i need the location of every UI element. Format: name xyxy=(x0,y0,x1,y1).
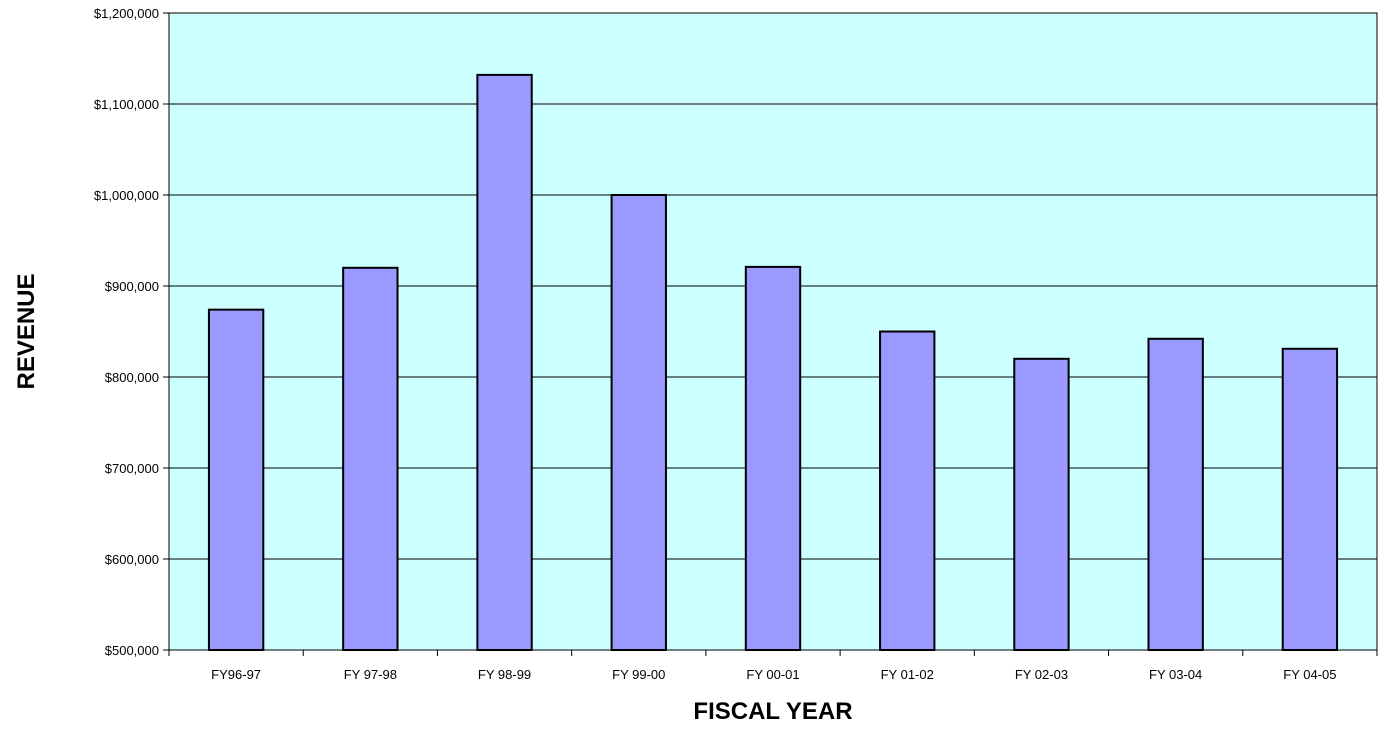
bar xyxy=(610,194,667,651)
bar xyxy=(744,265,802,651)
plot-border xyxy=(168,12,1378,651)
y-tick-label: $1,000,000 xyxy=(94,188,159,203)
y-tick-label: $600,000 xyxy=(105,552,159,567)
y-tick-label: $1,200,000 xyxy=(94,6,159,21)
axes xyxy=(168,12,1378,651)
bar xyxy=(476,73,533,651)
y-tick-label: $500,000 xyxy=(105,643,159,658)
x-tick-label: FY 00-01 xyxy=(746,667,799,682)
y-tick-label: $1,100,000 xyxy=(94,97,159,112)
bar xyxy=(1147,337,1204,651)
y-tick-label: $900,000 xyxy=(105,279,159,294)
bar xyxy=(1281,347,1339,651)
bar xyxy=(1013,357,1070,651)
x-tick-label: FY 01-02 xyxy=(881,667,934,682)
y-axis-tick-labels: $500,000 $600,000 $700,000 $800,000 $900,000… xyxy=(94,6,169,658)
y-tick-label: $800,000 xyxy=(105,370,159,385)
x-axis-tick-labels: FY96-97 FY 97-98 FY 98-99 FY 99-00 FY 00-01 F… xyxy=(168,650,1378,682)
x-tick-label: FY 98-99 xyxy=(478,667,531,682)
bar xyxy=(342,266,399,651)
x-tick-label: FY96-97 xyxy=(211,667,261,682)
bar xyxy=(879,330,936,651)
bars xyxy=(207,73,1339,651)
x-tick-label: FY 97-98 xyxy=(344,667,397,682)
y-axis-title: REVENUE xyxy=(13,273,40,389)
x-axis-title: FISCAL YEAR xyxy=(693,698,852,725)
x-tick-label: FY 02-03 xyxy=(1015,667,1068,682)
x-tick-label: FY 03-04 xyxy=(1149,667,1202,682)
x-tick-label: FY 99-00 xyxy=(612,667,665,682)
y-tick-label: $700,000 xyxy=(105,461,159,476)
x-tick-label: FY 04-05 xyxy=(1283,667,1336,682)
bar xyxy=(207,308,265,651)
